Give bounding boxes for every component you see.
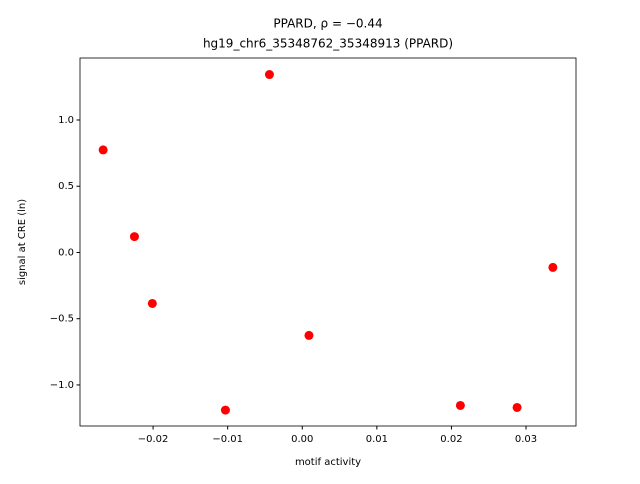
- point: [129, 232, 139, 242]
- y-tick-label: −0.5: [50, 314, 74, 325]
- y-axis-label: signal at CRE (ln): [17, 199, 28, 285]
- chart-subtitle: hg19_chr6_35348762_35348913 (PPARD): [203, 37, 453, 51]
- x-tick-label: 0.01: [366, 434, 388, 445]
- x-tick-label: 0.00: [291, 434, 313, 445]
- point: [98, 145, 108, 155]
- point: [147, 298, 157, 308]
- x-tick-label: 0.03: [515, 434, 537, 445]
- point: [455, 400, 465, 410]
- point: [264, 70, 274, 80]
- point: [512, 402, 522, 412]
- y-tick-label: 0.0: [58, 247, 74, 258]
- x-tick-label: 0.02: [440, 434, 462, 445]
- y-tick-label: −1.0: [50, 380, 74, 391]
- plot-frame: [79, 57, 577, 427]
- y-tick-label: 0.5: [58, 181, 74, 192]
- x-axis-label: motif activity: [295, 457, 361, 468]
- x-tick-label: −0.02: [138, 434, 169, 445]
- point: [304, 330, 314, 340]
- chart-title: PPARD, ρ = −0.44: [273, 17, 382, 31]
- x-tick-label: −0.01: [212, 434, 243, 445]
- point: [220, 405, 230, 415]
- y-tick-label: 1.0: [58, 115, 74, 126]
- point: [548, 262, 558, 272]
